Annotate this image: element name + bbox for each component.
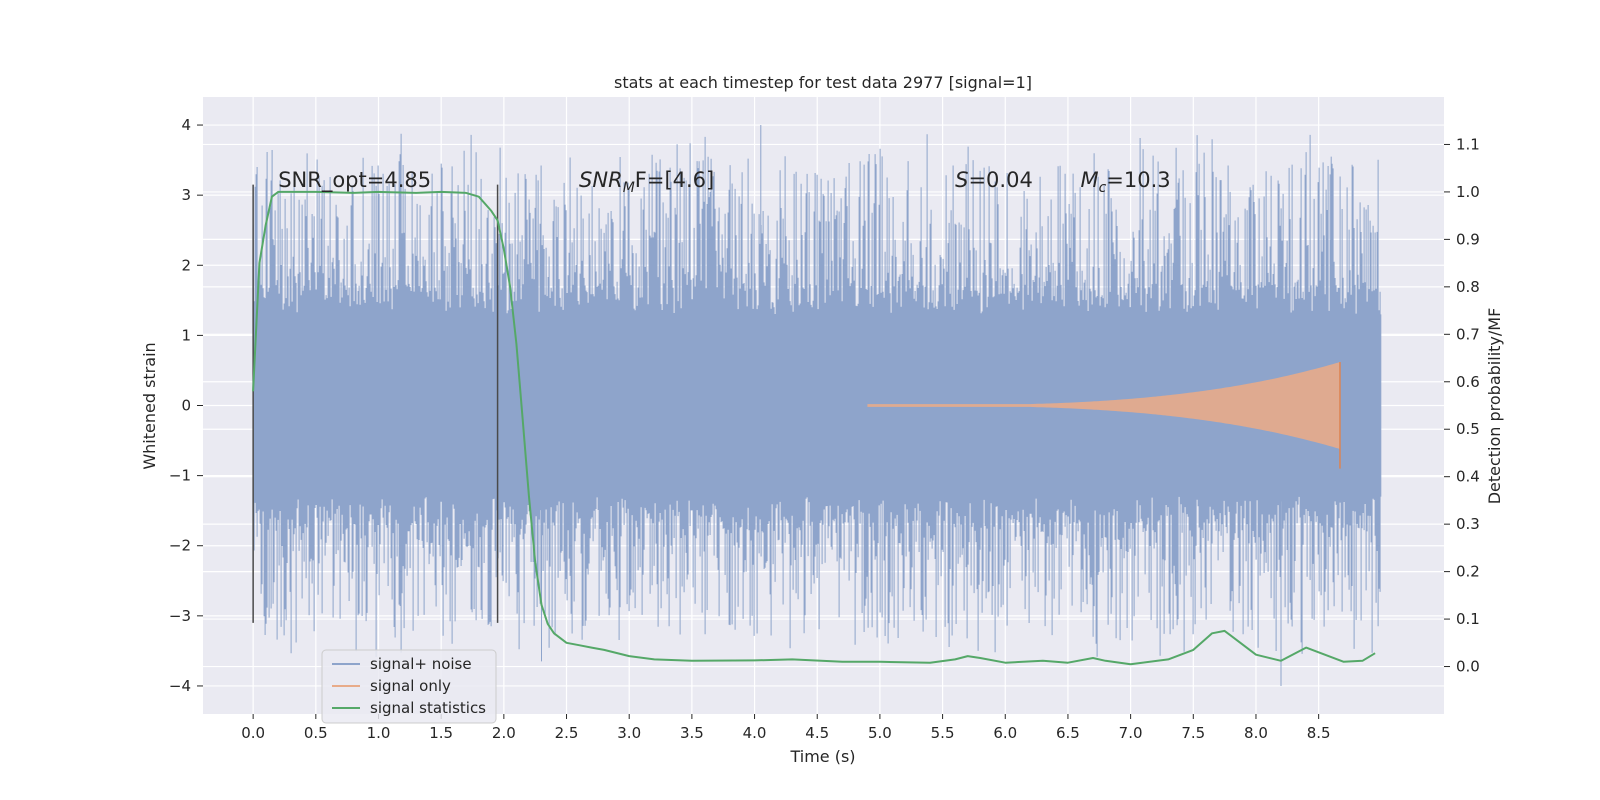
- y2-tick-label: 0.9: [1456, 230, 1480, 248]
- legend-box: [321, 649, 497, 724]
- y2-tick-label: 0.5: [1456, 420, 1480, 438]
- y-tick-label: 0: [181, 397, 191, 415]
- signal-envelope: [867, 362, 1340, 449]
- x-tick-label: 3.5: [680, 724, 704, 742]
- x-tick-label: 0.5: [304, 724, 328, 742]
- y-tick-label: 2: [181, 256, 191, 274]
- window-lines: [252, 184, 499, 623]
- x-axis-ticks: 0.0 0.5 1.0 1.5 2.0 2.5 3.0 3.5 4.0 4.5 5.0 5.5 6.0 6…: [241, 714, 1331, 742]
- x-tick-label: 0.0: [241, 724, 265, 742]
- y-axis-label: Whitened strain: [140, 342, 159, 469]
- y-tick-label: −4: [169, 677, 191, 695]
- y2-axis-ticks: 1.1 1.0 0.9 0.8 0.7 0.6 0.5 0.4 0.3 0.2 0.1 0.0: [1444, 135, 1480, 676]
- x-tick-label: 6.5: [1056, 724, 1080, 742]
- signal-statistics-series: [252, 190, 1376, 666]
- legend-label-noise: signal+ noise: [370, 655, 472, 673]
- y-tick-label: 1: [181, 326, 191, 344]
- y2-tick-label: 0.6: [1456, 373, 1480, 391]
- legend: signal+ noise signal only signal statist…: [321, 649, 497, 724]
- x-tick-label: 7.0: [1119, 724, 1143, 742]
- annotation-s-value: S=0.04: [955, 168, 1033, 192]
- annotations: SNR_opt=4.85 SNRMF=[4.6] S=0.04 Mc=10.3: [278, 168, 1170, 196]
- y-tick-label: 3: [181, 186, 191, 204]
- x-tick-label: 2.0: [492, 724, 516, 742]
- x-tick-label: 1.5: [429, 724, 453, 742]
- x-tick-label: 6.0: [993, 724, 1017, 742]
- y-tick-label: −3: [169, 607, 191, 625]
- y2-tick-label: 0.3: [1456, 515, 1480, 533]
- y-tick-label: −2: [169, 537, 191, 555]
- y2-tick-label: 0.1: [1456, 610, 1480, 628]
- x-tick-label: 8.5: [1307, 724, 1331, 742]
- signal-only-series: [867, 362, 1341, 469]
- y2-tick-label: 0.8: [1456, 278, 1480, 296]
- statistics-line: [252, 190, 1376, 666]
- y2-tick-label: 0.7: [1456, 325, 1480, 343]
- y2-tick-label: 1.0: [1456, 183, 1480, 201]
- annotation-snr-mf: SNRMF=[4.6]: [579, 168, 714, 196]
- x-tick-label: 8.0: [1244, 724, 1268, 742]
- y2-tick-label: 0.0: [1456, 658, 1480, 676]
- x-tick-label: 3.0: [617, 724, 641, 742]
- x-tick-label: 4.0: [743, 724, 767, 742]
- y2-tick-label: 1.1: [1456, 135, 1480, 153]
- y-axis-ticks: 4 3 2 1 0 −1 −2 −3 −4: [169, 116, 203, 695]
- y2-tick-label: 0.2: [1456, 563, 1480, 581]
- x-tick-label: 2.5: [555, 724, 579, 742]
- x-axis-label: Time (s): [789, 747, 855, 766]
- chart-title: stats at each timestep for test data 297…: [614, 73, 1032, 92]
- legend-label-stats: signal statistics: [370, 699, 486, 717]
- legend-label-signal: signal only: [370, 677, 451, 695]
- y-tick-label: −1: [169, 467, 191, 485]
- annotation-snr-opt: SNR_opt=4.85: [278, 168, 431, 193]
- x-tick-label: 5.5: [931, 724, 955, 742]
- y-tick-label: 4: [181, 116, 191, 134]
- y2-tick-label: 0.4: [1456, 468, 1480, 486]
- y2-axis-label: Detection probability/MF: [1485, 308, 1504, 505]
- x-tick-label: 7.5: [1181, 724, 1205, 742]
- annotation-chirp-mass: Mc=10.3: [1080, 168, 1170, 196]
- x-tick-label: 5.0: [868, 724, 892, 742]
- x-tick-label: 1.0: [367, 724, 391, 742]
- x-tick-label: 4.5: [805, 724, 829, 742]
